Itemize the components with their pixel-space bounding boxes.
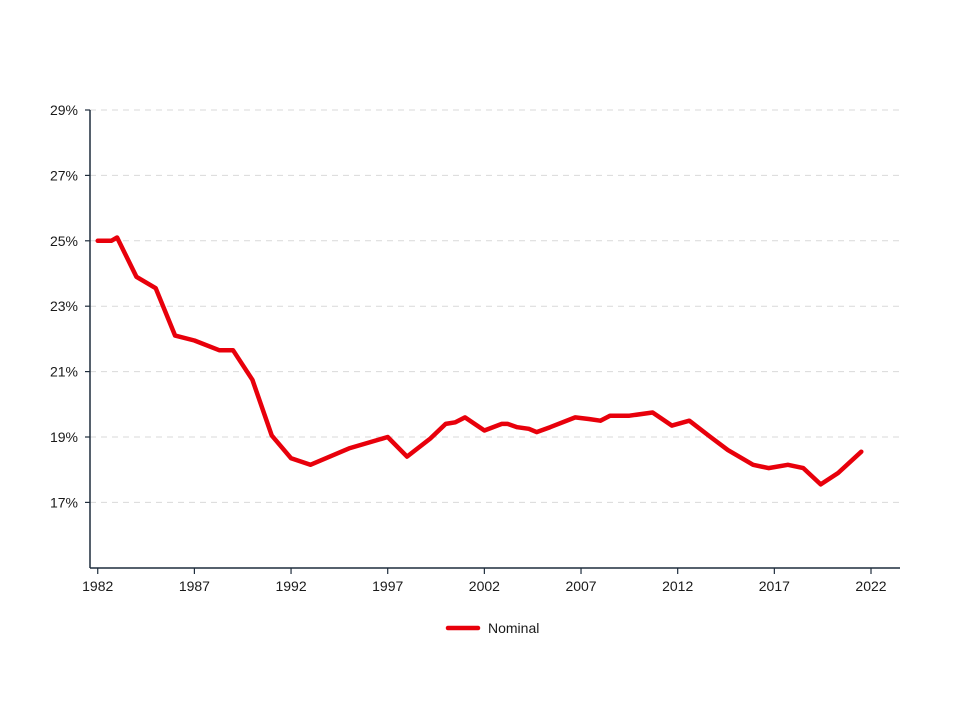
x-axis-ticks: 1982 1987 1992 1997 2002 2007 2012 2017 2022 xyxy=(82,568,887,594)
y-tick-label: 25% xyxy=(50,233,78,249)
x-tick-label: 2012 xyxy=(662,578,693,594)
x-tick-label: 1982 xyxy=(82,578,113,594)
legend: Nominal xyxy=(445,620,539,636)
legend-label-nominal: Nominal xyxy=(488,620,539,636)
series-line-nominal xyxy=(95,235,864,487)
x-tick-label: 1987 xyxy=(179,578,210,594)
y-tick-label: 21% xyxy=(50,364,78,380)
y-tick-label: 23% xyxy=(50,298,78,314)
x-tick-label: 2017 xyxy=(759,578,790,594)
x-tick-label: 1997 xyxy=(372,578,403,594)
y-axis-ticks: 17% 19% 21% 23% 25% 27% 29% xyxy=(50,102,90,510)
series-group xyxy=(95,235,864,487)
gridlines xyxy=(90,109,900,503)
axes xyxy=(89,110,900,569)
x-tick-label: 2022 xyxy=(855,578,886,594)
y-tick-label: 27% xyxy=(50,167,78,183)
y-tick-label: 17% xyxy=(50,494,78,510)
y-tick-label: 19% xyxy=(50,429,78,445)
x-tick-label: 2002 xyxy=(469,578,500,594)
x-tick-label: 2007 xyxy=(565,578,596,594)
x-tick-label: 1992 xyxy=(275,578,306,594)
y-tick-label: 29% xyxy=(50,102,78,118)
